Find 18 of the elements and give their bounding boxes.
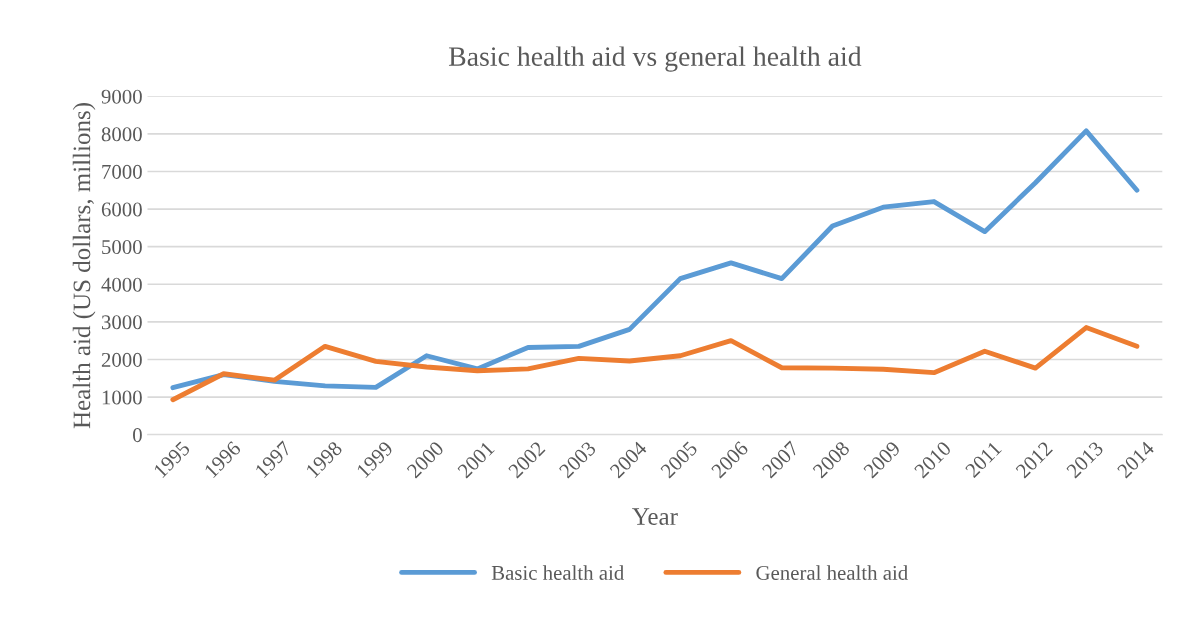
y-tick-label: 9000 xyxy=(101,89,142,104)
x-tick-label: 2011 xyxy=(964,440,1002,479)
y-tick-label: 7000 xyxy=(102,164,142,179)
chart-title: Basic health aid vs general health aid xyxy=(448,46,862,72)
legend-label: General health aid xyxy=(756,565,908,580)
line-series xyxy=(170,325,1140,403)
y-tick-label: 0 xyxy=(133,428,142,443)
x-axis-title: Year xyxy=(632,508,678,525)
y-tick-label: 4000 xyxy=(101,277,142,292)
y-tick-label: 3000 xyxy=(101,315,142,330)
y-axis-title: Health aid (US dollars, millions) xyxy=(72,103,96,429)
line-series xyxy=(170,128,1140,391)
legend-label: Basic health aid xyxy=(491,565,624,580)
y-tick-label: 6000 xyxy=(101,202,142,217)
y-tick-label: 1000 xyxy=(102,390,142,405)
y-tick-label: 8000 xyxy=(101,127,142,142)
y-tick-label: 5000 xyxy=(102,240,142,255)
y-tick-label: 2000 xyxy=(101,352,142,367)
